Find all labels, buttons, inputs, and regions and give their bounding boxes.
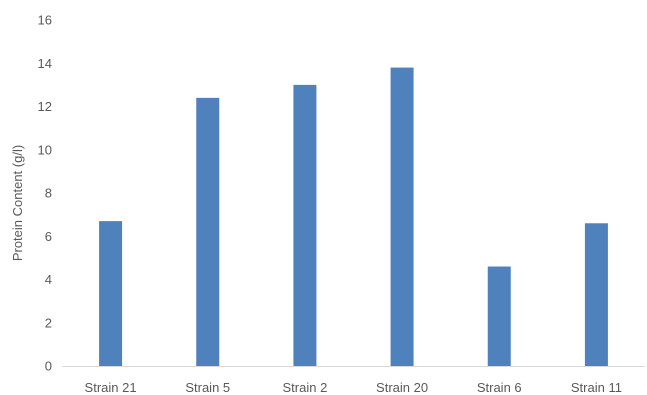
y-tick-label: 14 <box>38 56 52 71</box>
y-tick-label: 0 <box>45 359 52 374</box>
y-tick-label: 16 <box>38 13 52 28</box>
bar <box>390 67 414 366</box>
bar <box>293 84 317 366</box>
x-tick-label: Strain 2 <box>283 380 328 395</box>
x-tick-label: Strain 21 <box>85 380 137 395</box>
y-tick-label: 8 <box>45 186 52 201</box>
y-tick-label: 12 <box>38 99 52 114</box>
y-axis-ticks: 0 2 4 6 8 10 12 14 16 <box>38 13 52 374</box>
y-axis-title: Protein Content (g/l) <box>10 145 25 261</box>
bar <box>196 97 220 366</box>
bar <box>487 266 511 366</box>
x-tick-label: Strain 6 <box>477 380 522 395</box>
y-tick-label: 2 <box>45 315 52 330</box>
bars-group <box>99 67 608 366</box>
y-tick-label: 10 <box>38 142 52 157</box>
x-axis-ticks: Strain 21 Strain 5 Strain 2 Strain 20 Strain… <box>85 380 622 395</box>
x-tick-label: Strain 20 <box>376 380 428 395</box>
x-tick-label: Strain 5 <box>185 380 230 395</box>
bar <box>584 223 608 366</box>
y-tick-label: 4 <box>45 272 52 287</box>
bar <box>99 221 123 366</box>
x-tick-label: Strain 11 <box>571 380 622 395</box>
y-tick-label: 6 <box>45 229 52 244</box>
